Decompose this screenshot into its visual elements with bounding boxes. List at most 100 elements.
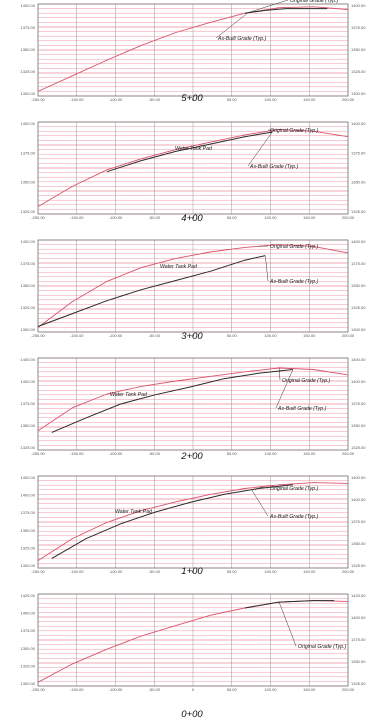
x-tick-label: 50.00 <box>227 569 238 574</box>
x-tick-label: 50.00 <box>227 215 238 220</box>
x-tick-label: -250.00 <box>31 687 45 692</box>
x-tick-label: -100.00 <box>109 687 123 692</box>
right-elevation-label: 1375.00 <box>351 261 366 266</box>
original-grade-line <box>37 6 349 92</box>
left-elevation-label: 1350.00 <box>21 283 36 288</box>
grade-annotation: Original Grade (Typ.) <box>282 378 331 384</box>
x-tick-label: 200.00 <box>342 333 355 338</box>
as-built-grade-line <box>106 131 273 173</box>
left-elevation-label: 1375.00 <box>21 628 36 633</box>
annotation-leader <box>258 486 269 489</box>
x-tick-label: -250.00 <box>31 215 45 220</box>
x-tick-label: 150.00 <box>303 333 316 338</box>
grade-annotation: Original Grade (Typ.) <box>270 486 319 492</box>
right-elevation-label: 1325.00 <box>351 305 366 310</box>
annotation-leader <box>247 131 273 167</box>
x-tick-label: 100.00 <box>264 451 277 456</box>
x-tick-label: 150.00 <box>303 451 316 456</box>
as-built-grade-line <box>51 369 293 433</box>
right-elevation-label: 1400.00 <box>351 3 366 8</box>
x-tick-label: 150.00 <box>303 215 316 220</box>
x-tick-label: 0 <box>192 215 195 220</box>
right-elevation-label: 1325.00 <box>351 209 366 214</box>
x-tick-label: -150.00 <box>70 569 84 574</box>
right-elevation-label: 1400.00 <box>351 497 366 502</box>
x-tick-label: 200.00 <box>342 97 355 102</box>
original-grade-line <box>37 244 349 328</box>
x-tick-label: 100.00 <box>264 215 277 220</box>
grade-annotation: Original Grade (Typ.) <box>298 644 347 650</box>
grade-annotation: Water Tank Pad <box>160 264 198 270</box>
grade-annotation: As-Built Grade (Typ.) <box>269 514 319 520</box>
annotation-leader <box>251 489 269 517</box>
right-elevation-label: 1350.00 <box>351 659 366 664</box>
as-built-grade-line <box>244 8 328 14</box>
left-elevation-label: 1400.00 <box>21 3 36 8</box>
panel-frame <box>37 593 349 687</box>
left-elevation-label: 1400.00 <box>21 357 36 362</box>
x-tick-label: 0 <box>192 333 195 338</box>
x-tick-label: -50.00 <box>149 687 161 692</box>
grade-annotation: Original Grade (Typ.) <box>270 128 319 134</box>
annotation-leader <box>215 12 249 39</box>
right-elevation-label: 1350.00 <box>351 283 366 288</box>
left-elevation-label: 1350.00 <box>21 528 36 533</box>
x-tick-label: 150.00 <box>303 569 316 574</box>
right-elevation-label: 1375.00 <box>351 401 366 406</box>
grade-annotation: Water Tank Pad <box>175 146 213 152</box>
as-built-grade-line <box>37 255 266 327</box>
x-tick-label: -100.00 <box>109 215 123 220</box>
x-tick-label: 50.00 <box>227 333 238 338</box>
x-tick-label: -50.00 <box>149 451 161 456</box>
left-elevation-label: 1325.00 <box>21 305 36 310</box>
x-tick-label: 100.00 <box>264 687 277 692</box>
original-grade-line <box>37 367 349 432</box>
panel-frame <box>37 357 349 451</box>
x-tick-label: -150.00 <box>70 451 84 456</box>
left-elevation-label: 1400.00 <box>21 493 36 498</box>
x-tick-label: 50.00 <box>227 687 238 692</box>
right-elevation-label: 1350.00 <box>351 47 366 52</box>
x-tick-label: 50.00 <box>227 97 238 102</box>
x-tick-label: -250.00 <box>31 569 45 574</box>
right-elevation-label: 1375.00 <box>351 519 366 524</box>
right-elevation-label: 1300.00 <box>351 327 366 332</box>
x-tick-label: 0 <box>192 451 195 456</box>
x-tick-label: -100.00 <box>109 333 123 338</box>
original-grade-line <box>37 128 349 207</box>
right-elevation-label: 1400.00 <box>351 121 366 126</box>
right-elevation-label: 1375.00 <box>351 150 366 155</box>
left-elevation-label: 1400.00 <box>21 611 36 616</box>
left-elevation-label: 1300.00 <box>21 681 36 686</box>
annotation-leader <box>265 255 269 282</box>
section-panel-3+00: -250.00 -150.00 -100.00 -50.00 0 50.00 100.00 1… <box>21 239 367 342</box>
left-elevation-label: 1375.00 <box>21 261 36 266</box>
right-elevation-label: 1325.00 <box>351 445 366 450</box>
left-elevation-label: 1350.00 <box>21 646 36 651</box>
station-label: 1+00 <box>181 566 203 577</box>
station-label: 5+00 <box>181 93 203 104</box>
right-elevation-label: 1350.00 <box>351 423 366 428</box>
x-tick-label: 0 <box>192 569 195 574</box>
left-elevation-label: 1325.00 <box>21 69 36 74</box>
x-tick-label: -50.00 <box>149 569 161 574</box>
x-tick-label: -250.00 <box>31 97 45 102</box>
station-label: 4+00 <box>181 213 203 224</box>
right-elevation-label: 1375.00 <box>351 637 366 642</box>
right-elevation-label: 1325.00 <box>351 69 366 74</box>
grade-annotation: Original Grade (Typ.) <box>270 244 319 250</box>
x-tick-label: 200.00 <box>342 569 355 574</box>
annotation-leader <box>278 602 297 647</box>
annotation-leader <box>248 0 289 13</box>
panel-frame <box>37 3 349 97</box>
right-elevation-label: 1350.00 <box>351 180 366 185</box>
x-tick-label: 100.00 <box>264 333 277 338</box>
x-tick-label: -100.00 <box>109 451 123 456</box>
x-tick-label: -150.00 <box>70 97 84 102</box>
original-grade-line <box>37 482 349 561</box>
x-tick-label: -250.00 <box>31 333 45 338</box>
grade-annotation: As-Built Grade (Typ.) <box>249 164 299 170</box>
annotation-leader <box>275 369 294 409</box>
